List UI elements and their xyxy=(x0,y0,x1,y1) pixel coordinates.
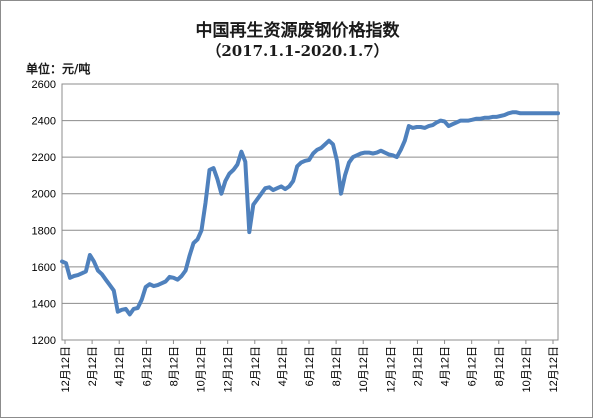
x-tick-label: 8月12日 xyxy=(168,346,180,386)
series-layer xyxy=(60,110,560,317)
x-tick-label: 12月12日 xyxy=(548,346,560,392)
series-line xyxy=(60,110,560,317)
x-tick-label: 10月12日 xyxy=(196,346,208,392)
chart-title: 中国再生资源废钢价格指数 xyxy=(195,21,400,41)
x-axis-ticks: 12月12日 2月12日 4月12日 6月12日 8月12日 10月12日 12月12日 2月… xyxy=(60,340,560,392)
y-tick-label: 2200 xyxy=(32,152,56,164)
x-tick-label: 4月12日 xyxy=(277,346,289,386)
x-tick-label: 12月12日 xyxy=(223,346,235,392)
x-tick-label: 12月12日 xyxy=(60,346,72,392)
x-tick-label: 6月12日 xyxy=(141,346,153,386)
x-tick-label: 6月12日 xyxy=(304,346,316,386)
x-tick-label: 10月12日 xyxy=(358,346,370,392)
y-tick-label: 2000 xyxy=(32,189,56,201)
y-tick-label: 1600 xyxy=(32,262,56,274)
x-tick-label: 6月12日 xyxy=(467,346,479,386)
y-tick-label: 2600 xyxy=(32,79,56,91)
x-tick-label: 4月12日 xyxy=(114,346,126,386)
x-tick-label: 2月12日 xyxy=(412,346,424,386)
y-axis-ticks: 1200 1400 1600 1800 2000 2200 2400 2600 xyxy=(32,79,56,347)
x-tick-label: 12月12日 xyxy=(385,346,397,392)
y-tick-label: 1200 xyxy=(32,335,56,347)
x-tick-label: 8月12日 xyxy=(494,346,506,386)
x-tick-label: 4月12日 xyxy=(440,346,452,386)
x-tick-label: 2月12日 xyxy=(250,346,262,386)
y-tick-label: 2400 xyxy=(32,116,56,128)
x-tick-label: 2月12日 xyxy=(87,346,99,386)
gridlines xyxy=(62,120,558,304)
x-tick-label: 10月12日 xyxy=(521,346,533,392)
plot-area-border xyxy=(61,83,559,341)
unit-label: 单位：元/吨 xyxy=(26,62,91,76)
x-tick-label: 8月12日 xyxy=(331,346,343,386)
y-tick-label: 1400 xyxy=(32,298,56,310)
y-tick-label: 1800 xyxy=(32,225,56,237)
chart-subtitle: （2017.1.1-2020.1.7） xyxy=(206,42,389,60)
